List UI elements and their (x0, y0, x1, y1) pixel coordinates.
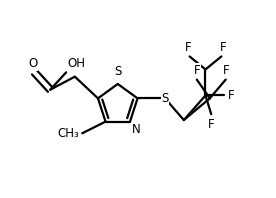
Text: F: F (185, 41, 192, 54)
Text: S: S (161, 92, 169, 105)
Text: F: F (219, 41, 226, 54)
Text: F: F (222, 64, 229, 77)
Text: OH: OH (68, 57, 86, 70)
Text: O: O (28, 57, 38, 70)
Text: F: F (228, 89, 234, 102)
Text: S: S (114, 65, 121, 78)
Text: F: F (193, 64, 200, 77)
Text: CH₃: CH₃ (57, 127, 79, 140)
Text: N: N (131, 123, 140, 136)
Text: F: F (208, 118, 214, 131)
